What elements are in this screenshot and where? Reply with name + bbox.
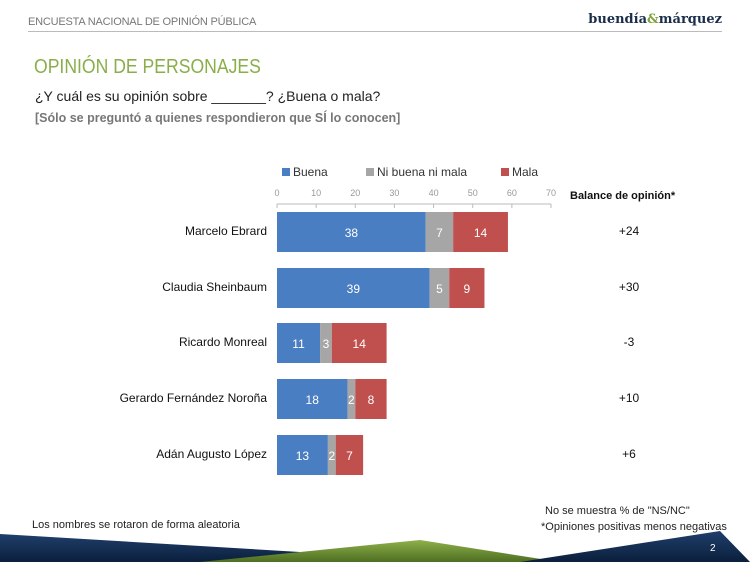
- legend-label: Buena: [293, 165, 328, 179]
- data-label: 38: [345, 226, 359, 240]
- bar-buena: [277, 379, 348, 419]
- bar-buena: [277, 212, 426, 252]
- category-label: Gerardo Fernández Noroña: [119, 391, 267, 405]
- data-label: 14: [353, 337, 367, 351]
- category-label: Marcelo Ebrard: [184, 224, 267, 238]
- bar-buena: [277, 268, 430, 308]
- data-label: 7: [346, 449, 353, 463]
- bar-mala: [335, 435, 364, 475]
- x-tick-label: 60: [507, 188, 517, 198]
- footer-note: Los nombres se rotaron de forma aleatori…: [32, 519, 240, 531]
- category-label: Adán Augusto López: [156, 447, 267, 461]
- legend-swatch: [366, 168, 374, 176]
- data-label: 8: [368, 393, 375, 407]
- bar-ni-buena-ni-mala: [425, 212, 454, 252]
- x-tick-label: 30: [389, 188, 399, 198]
- balance-footnote: *Opiniones positivas menos negativas: [541, 521, 727, 533]
- legend-label: Ni buena ni mala: [377, 165, 467, 179]
- legend-swatch: [282, 168, 290, 176]
- data-label: 2: [328, 449, 335, 463]
- data-label: 18: [306, 393, 320, 407]
- balance-value: +6: [622, 447, 636, 461]
- bar-ni-buena-ni-mala: [347, 379, 356, 419]
- balance-value: +30: [618, 280, 640, 294]
- data-label: 11: [292, 337, 305, 351]
- data-label: 39: [347, 282, 361, 296]
- data-label: 14: [474, 226, 488, 240]
- survey-header: ENCUESTA NACIONAL DE OPINIÓN PÚBLICA: [28, 16, 257, 28]
- header-divider: [28, 31, 722, 32]
- balance-value: +10: [618, 391, 640, 405]
- data-label: 9: [463, 282, 470, 296]
- page-number: 2: [710, 543, 716, 554]
- x-tick-label: 70: [546, 188, 556, 198]
- x-tick-label: 20: [350, 188, 360, 198]
- bar-ni-buena-ni-mala: [429, 268, 450, 308]
- bar-buena: [277, 435, 328, 475]
- page-title: OPINIÓN DE PERSONAJES: [34, 56, 261, 78]
- bar-buena: [277, 323, 321, 363]
- x-tick-label: 10: [311, 188, 321, 198]
- x-tick-label: 0: [274, 188, 279, 198]
- bar-ni-buena-ni-mala: [327, 435, 336, 475]
- data-label: 3: [323, 337, 330, 351]
- legend-swatch: [501, 168, 509, 176]
- logo: buendía&márquez: [588, 12, 722, 27]
- bar-mala: [449, 268, 485, 308]
- ns-nc-note: No se muestra % de "NS/NC": [545, 505, 690, 517]
- data-label: 5: [436, 282, 443, 296]
- balance-value: -3: [623, 335, 635, 349]
- data-label: 2: [348, 393, 355, 407]
- data-label: 7: [436, 226, 443, 240]
- category-label: Claudia Sheinbaum: [162, 280, 267, 294]
- legend-label: Mala: [512, 165, 538, 179]
- bar-mala: [331, 323, 387, 363]
- bar-mala: [355, 379, 387, 419]
- data-label: 13: [296, 449, 310, 463]
- balance-header: Balance de opinión*: [570, 190, 676, 202]
- bar-ni-buena-ni-mala: [320, 323, 332, 363]
- question-note: [Sólo se preguntó a quienes respondieron…: [35, 111, 401, 125]
- x-tick-label: 40: [429, 188, 439, 198]
- balance-value: +24: [618, 224, 640, 238]
- x-tick-label: 50: [468, 188, 478, 198]
- bar-mala: [453, 212, 508, 252]
- question: ¿Y cuál es su opinión sobre _______? ¿Bu…: [35, 88, 381, 104]
- category-label: Ricardo Monreal: [178, 335, 267, 349]
